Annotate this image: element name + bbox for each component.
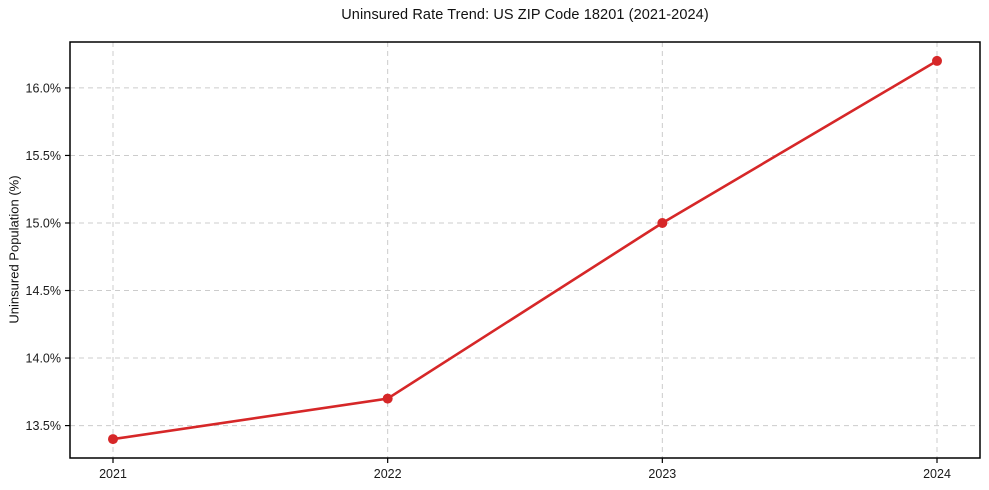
trend-line <box>111 59 939 441</box>
x-tick-label: 2023 <box>648 467 676 481</box>
x-tick-label: 2021 <box>99 467 127 481</box>
y-tick-label: 15.5% <box>26 149 61 163</box>
data-point-2024 <box>932 55 942 66</box>
data-point-2023 <box>657 217 668 228</box>
x-tick-label: 2022 <box>374 467 402 481</box>
y-tick-label: 16.0% <box>26 81 61 95</box>
y-tick-label: 14.5% <box>26 284 61 298</box>
chart-title: Uninsured Rate Trend: US ZIP Code 18201 … <box>341 7 709 23</box>
data-point-2022 <box>382 393 393 404</box>
x-tick-label: 2024 <box>923 467 951 481</box>
data-point-2021 <box>108 434 118 445</box>
y-tick-label: 13.5% <box>26 419 61 433</box>
y-tick-label: 15.0% <box>26 216 61 230</box>
plot-border <box>69 41 981 459</box>
y-tick-label: 14.0% <box>26 352 61 366</box>
